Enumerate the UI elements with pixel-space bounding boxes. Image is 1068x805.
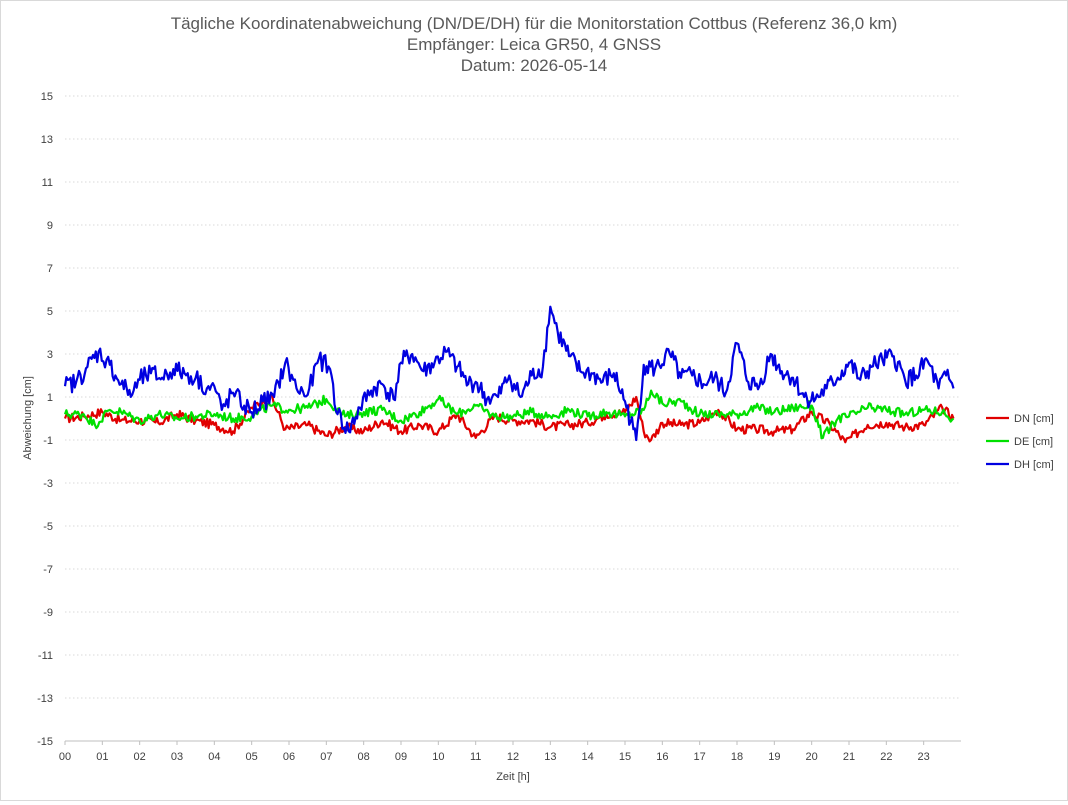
- y-axis-ticks: 15 13 11 9 7 5 3 1 -1 -3 -5 -7 -9 -11 -13 -15: [37, 91, 53, 748]
- y-tick-label: -1: [43, 435, 53, 447]
- chart-title-line-1: Tägliche Koordinatenabweichung (DN/DE/DH…: [171, 14, 898, 33]
- chart-title-line-2: Empfänger: Leica GR50, 4 GNSS: [407, 35, 661, 54]
- x-tick-label: 17: [694, 751, 706, 763]
- x-axis-ticks: 00 01 02 03 04 05 06 07 08 09 10 11 12 13 14 15 16 17 18 19…: [59, 741, 930, 763]
- x-axis-label: Zeit [h]: [496, 771, 530, 783]
- x-tick-label: 06: [283, 751, 295, 763]
- series-line-3: [63, 305, 955, 442]
- x-tick-label: 07: [320, 751, 332, 763]
- x-tick-label: 02: [134, 751, 146, 763]
- y-tick-label: 1: [47, 392, 53, 404]
- x-tick-label: 15: [619, 751, 631, 763]
- y-tick-label: 15: [41, 91, 53, 103]
- x-tick-label: 04: [208, 751, 220, 763]
- y-axis-label: Abweichung [cm]: [22, 376, 34, 460]
- x-tick-label: 18: [731, 751, 743, 763]
- x-tick-label: 08: [358, 751, 370, 763]
- y-tick-label: -3: [43, 478, 53, 490]
- x-tick-label: 22: [880, 751, 892, 763]
- y-tick-label: -9: [43, 607, 53, 619]
- x-tick-label: 14: [582, 751, 594, 763]
- y-tick-label: -7: [43, 564, 53, 576]
- legend-entry: DH [cm]: [1014, 459, 1054, 471]
- x-tick-label: 21: [843, 751, 855, 763]
- y-tick-label: -11: [38, 650, 53, 662]
- x-tick-label: 09: [395, 751, 407, 763]
- series-lines: [63, 305, 955, 444]
- y-tick-label: 9: [47, 220, 53, 232]
- y-tick-label: 5: [47, 306, 53, 318]
- x-tick-label: 03: [171, 751, 183, 763]
- x-tick-label: 12: [507, 751, 519, 763]
- legend: DN [cm] DE [cm] DH [cm]: [986, 413, 1054, 471]
- y-tick-label: 7: [47, 263, 53, 275]
- x-tick-label: 10: [432, 751, 444, 763]
- x-tick-label: 19: [768, 751, 780, 763]
- x-tick-label: 01: [96, 751, 108, 763]
- chart-title: Tägliche Koordinatenabweichung (DN/DE/DH…: [171, 14, 898, 75]
- x-tick-label: 05: [246, 751, 258, 763]
- x-tick-label: 11: [470, 751, 481, 763]
- legend-entry: DN [cm]: [1014, 413, 1054, 425]
- x-tick-label: 13: [544, 751, 556, 763]
- y-tick-label: 3: [47, 349, 53, 361]
- y-tick-label: -15: [37, 736, 53, 748]
- x-tick-label: 16: [656, 751, 668, 763]
- legend-entry: DE [cm]: [1014, 436, 1053, 448]
- chart-title-line-3: Datum: 2026-05-14: [461, 56, 607, 75]
- y-tick-label: -5: [43, 521, 53, 533]
- x-tick-label: 20: [806, 751, 818, 763]
- y-tick-label: -13: [37, 693, 53, 705]
- x-tick-label: 00: [59, 751, 71, 763]
- series-line-2: [63, 389, 955, 440]
- y-tick-label: 11: [42, 177, 53, 189]
- x-tick-label: 23: [918, 751, 930, 763]
- y-tick-label: 13: [41, 134, 53, 146]
